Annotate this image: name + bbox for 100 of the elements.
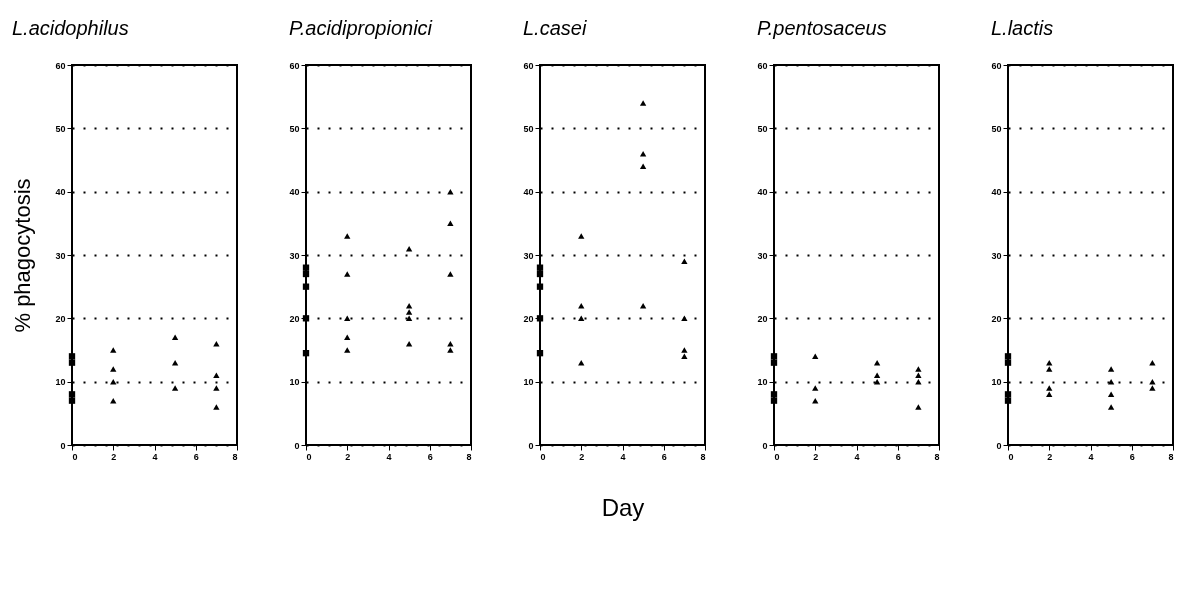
x-tick-label: 4 xyxy=(386,451,392,462)
point xyxy=(302,270,310,278)
y-tick-label: 30 xyxy=(757,250,768,261)
point xyxy=(770,359,778,366)
y-tick-label: 30 xyxy=(55,250,66,261)
point xyxy=(110,347,117,353)
y-tick-label: 40 xyxy=(55,187,66,198)
x-axis-title: Day xyxy=(601,493,645,521)
x-tick-label: 0 xyxy=(306,451,312,462)
point xyxy=(681,353,688,360)
y-tick-label: 10 xyxy=(55,377,66,388)
point xyxy=(344,334,351,341)
x-tick-label: 8 xyxy=(1168,451,1174,462)
y-tick-label: 10 xyxy=(289,377,300,388)
y-tick-label: 60 xyxy=(289,60,300,71)
y-tick-label: 60 xyxy=(991,60,1002,71)
point xyxy=(1107,391,1115,398)
point xyxy=(770,353,778,360)
y-tick-label: 60 xyxy=(757,60,768,71)
point xyxy=(213,404,220,410)
y-tick-label: 0 xyxy=(294,440,300,451)
point xyxy=(68,397,76,404)
x-tick-label: 0 xyxy=(1008,451,1014,462)
point xyxy=(447,220,454,227)
y-tick-label: 40 xyxy=(991,187,1002,198)
point xyxy=(1107,366,1115,372)
y-tick-label: 60 xyxy=(55,60,66,71)
point xyxy=(302,264,310,271)
point xyxy=(302,283,310,290)
x-tick-label: 2 xyxy=(813,451,819,462)
x-tick-label: 2 xyxy=(1047,451,1053,462)
x-tick-label: 4 xyxy=(854,451,860,462)
chart-title: P.pentosaceus xyxy=(756,17,887,39)
point xyxy=(812,385,819,391)
x-tick-label: 0 xyxy=(774,451,780,462)
point xyxy=(578,233,585,239)
x-tick-label: 0 xyxy=(72,451,78,462)
point xyxy=(1004,359,1012,366)
point xyxy=(536,283,544,290)
y-tick-label: 60 xyxy=(523,60,534,71)
point xyxy=(68,359,76,366)
y-tick-label: 40 xyxy=(523,187,534,198)
point xyxy=(536,264,544,271)
y-tick-label: 30 xyxy=(289,250,300,261)
y-tick-label: 0 xyxy=(528,440,534,451)
point xyxy=(405,315,413,322)
point xyxy=(213,372,220,379)
point xyxy=(1046,391,1053,398)
point xyxy=(447,347,454,353)
x-tick-label: 4 xyxy=(1088,451,1094,462)
point xyxy=(873,372,881,379)
point xyxy=(536,270,544,278)
point xyxy=(536,350,544,357)
point xyxy=(915,372,922,379)
x-tick-label: 6 xyxy=(1129,451,1135,462)
y-tick-label: 20 xyxy=(55,313,66,324)
point xyxy=(915,366,922,372)
x-tick-label: 4 xyxy=(620,451,626,462)
x-tick-label: 0 xyxy=(540,451,546,462)
point xyxy=(1107,404,1115,410)
y-tick-label: 30 xyxy=(523,250,534,261)
point xyxy=(770,397,778,404)
point xyxy=(344,271,351,277)
y-tick-label: 50 xyxy=(991,123,1002,134)
point xyxy=(770,391,778,398)
y-tick-label: 20 xyxy=(991,313,1002,324)
y-tick-label: 30 xyxy=(991,250,1002,261)
y-tick-label: 50 xyxy=(757,123,768,134)
point xyxy=(171,334,179,341)
point xyxy=(68,391,76,398)
point xyxy=(1004,397,1012,404)
point xyxy=(681,347,688,353)
point xyxy=(1046,366,1053,372)
y-tick-label: 10 xyxy=(523,377,534,388)
y-tick-label: 20 xyxy=(523,313,534,324)
point xyxy=(681,315,688,322)
y-tick-label: 50 xyxy=(55,123,66,134)
point xyxy=(213,385,220,391)
chart-title: L.casei xyxy=(522,17,587,39)
point xyxy=(1004,353,1012,360)
x-tick-label: 2 xyxy=(579,451,585,462)
point xyxy=(344,315,351,322)
point xyxy=(812,353,819,360)
point xyxy=(578,315,585,322)
x-tick-label: 8 xyxy=(232,451,238,462)
y-axis-title: % phagocytosis xyxy=(10,178,36,333)
x-tick-label: 6 xyxy=(427,451,433,462)
y-tick-label: 50 xyxy=(289,123,300,134)
point xyxy=(171,385,179,391)
point xyxy=(405,309,413,315)
point xyxy=(110,366,117,372)
chart-title: L.lactis xyxy=(990,17,1054,39)
point xyxy=(639,163,647,170)
y-tick-label: 40 xyxy=(289,187,300,198)
point xyxy=(681,258,688,265)
point xyxy=(344,233,351,239)
x-tick-label: 6 xyxy=(895,451,901,462)
chart-title: P.acidipropionici xyxy=(288,17,433,39)
y-tick-label: 10 xyxy=(757,377,768,388)
y-tick-label: 20 xyxy=(289,313,300,324)
